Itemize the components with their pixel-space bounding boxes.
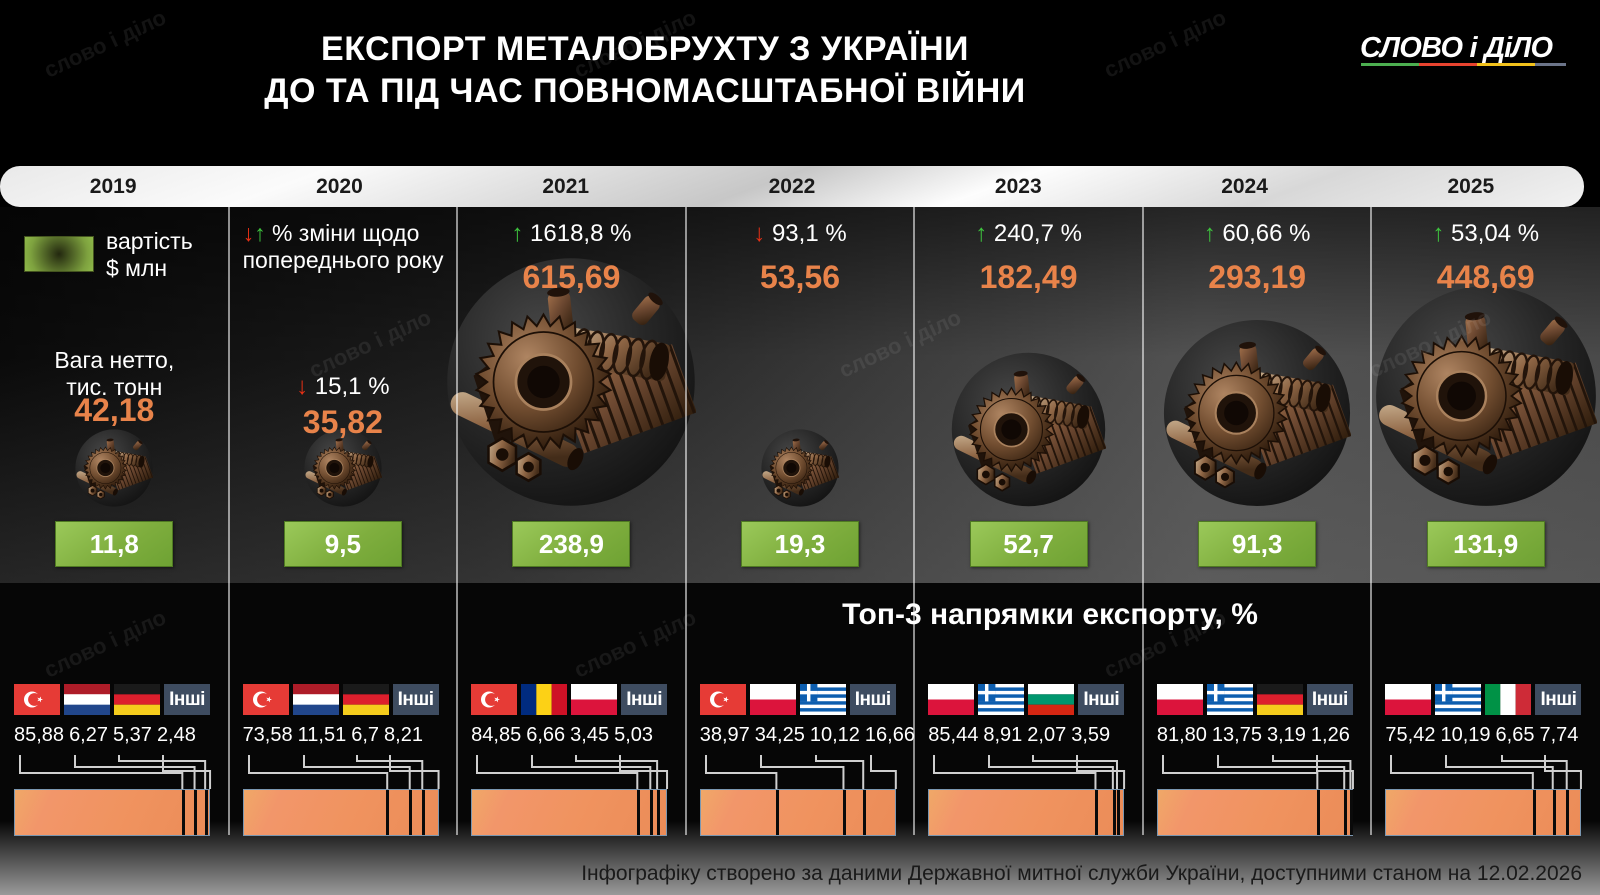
svg-text:СЛОВО і ДіЛО: СЛОВО і ДіЛО bbox=[1360, 32, 1553, 64]
